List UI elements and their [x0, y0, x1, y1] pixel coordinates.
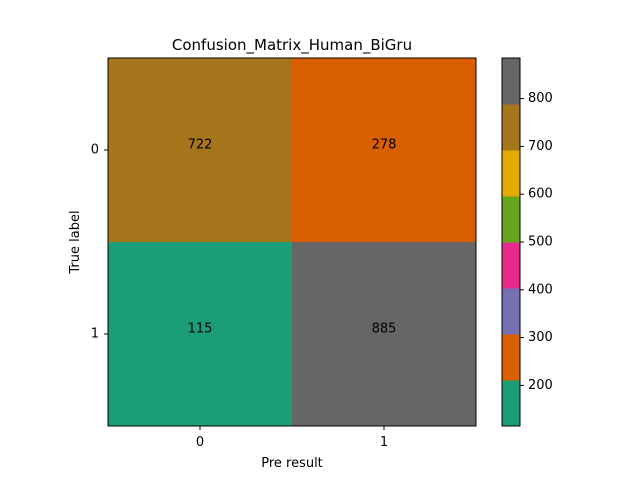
cell-value-labels: 722 278 115 885	[188, 138, 397, 337]
colorbar-tick-label: 800	[528, 91, 553, 106]
colorbar-segment	[502, 104, 520, 151]
heatmap-cells	[108, 58, 476, 426]
y-axis-ticks: 01	[91, 143, 108, 342]
colorbar-segment	[502, 288, 520, 335]
heatmap-cell	[292, 58, 476, 242]
colorbar-segment	[502, 196, 520, 243]
colorbar-tick-label: 500	[528, 235, 553, 250]
cell-value-label: 115	[188, 322, 213, 337]
chart-title: Confusion_Matrix_Human_BiGru	[172, 36, 412, 55]
colorbar-segment	[502, 150, 520, 197]
cell-value-label: 278	[372, 138, 397, 153]
colorbar-segment	[502, 334, 520, 381]
colorbar-segment	[502, 242, 520, 289]
heatmap-cell	[108, 242, 292, 426]
colorbar: 200 300 400 500 600 700 800	[501, 57, 553, 427]
colorbar-segment	[502, 58, 520, 105]
x-axis-label: Pre result	[261, 456, 323, 471]
colorbar-tick-label: 400	[528, 282, 553, 297]
colorbar-segment	[502, 380, 520, 427]
colorbar-tick-label: 600	[528, 187, 553, 202]
y-axis-label: True label	[68, 210, 83, 274]
cell-value-label: 885	[372, 322, 397, 337]
y-tick-label: 0	[91, 143, 99, 158]
colorbar-tick-label: 300	[528, 330, 553, 345]
cell-value-label: 722	[188, 138, 213, 153]
x-tick-label: 0	[196, 435, 204, 450]
colorbar-tick-label: 200	[528, 378, 553, 393]
plot-frame	[107, 57, 477, 427]
colorbar-tick-label: 700	[528, 139, 553, 154]
heatmap-cell	[108, 58, 292, 242]
y-tick-label: 1	[91, 327, 99, 342]
x-tick-label: 1	[380, 435, 388, 450]
heatmap-cell	[292, 242, 476, 426]
